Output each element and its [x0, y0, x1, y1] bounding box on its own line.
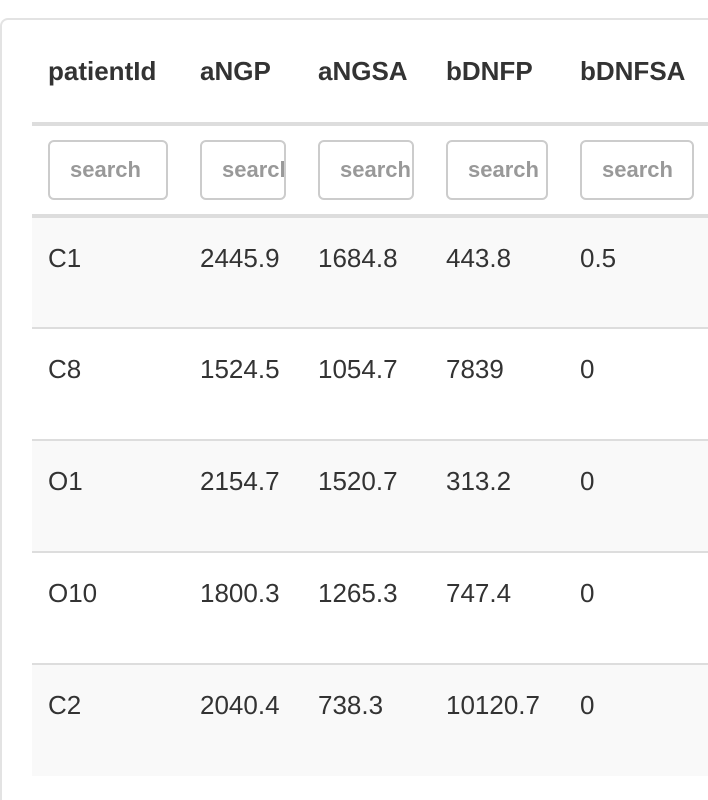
cell-patientid: C1	[32, 216, 184, 328]
filter-cell	[302, 124, 430, 218]
filter-cell	[564, 124, 708, 218]
cell-bdnfp: 7839	[430, 327, 564, 440]
cell-angsa: 1265.3	[302, 551, 430, 664]
table-row[interactable]: C2 2040.4 738.3 10120.7 0	[32, 663, 708, 776]
filter-input-angsa[interactable]	[318, 140, 414, 200]
cell-bdnfp: 10120.7	[430, 663, 564, 776]
cell-angp: 2154.7	[184, 439, 302, 552]
filter-cell	[184, 124, 302, 218]
column-header-bdnfsa[interactable]: bDNFSA	[564, 20, 708, 126]
table-panel: patientId aNGP aNGSA bDNFP bDNFSA	[0, 18, 708, 800]
filter-input-bdnfp[interactable]	[446, 140, 548, 200]
cell-patientid: O1	[32, 439, 184, 552]
column-header-bdnfp[interactable]: bDNFP	[430, 20, 564, 126]
cell-bdnfsa: 0.5	[564, 216, 708, 328]
cell-bdnfsa: 0	[564, 327, 708, 440]
data-table: patientId aNGP aNGSA bDNFP bDNFSA	[32, 20, 708, 776]
cell-angp: 2445.9	[184, 216, 302, 328]
cell-angp: 2040.4	[184, 663, 302, 776]
cell-angp: 1524.5	[184, 327, 302, 440]
cell-angsa: 738.3	[302, 663, 430, 776]
filter-input-patientid[interactable]	[48, 140, 168, 200]
filter-input-angp[interactable]	[200, 140, 286, 200]
table-header-row: patientId aNGP aNGSA bDNFP bDNFSA	[32, 20, 708, 126]
table-row[interactable]: O10 1800.3 1265.3 747.4 0	[32, 551, 708, 664]
cell-angsa: 1054.7	[302, 327, 430, 440]
column-header-angp[interactable]: aNGP	[184, 20, 302, 126]
table-row[interactable]: O1 2154.7 1520.7 313.2 0	[32, 439, 708, 552]
filter-input-bdnfsa[interactable]	[580, 140, 694, 200]
cell-angsa: 1684.8	[302, 216, 430, 328]
cell-bdnfsa: 0	[564, 551, 708, 664]
filter-row	[32, 124, 708, 218]
table-row[interactable]: C1 2445.9 1684.8 443.8 0.5	[32, 216, 708, 328]
column-header-patientid[interactable]: patientId	[32, 20, 184, 126]
cell-angsa: 1520.7	[302, 439, 430, 552]
cell-bdnfsa: 0	[564, 439, 708, 552]
cell-bdnfp: 747.4	[430, 551, 564, 664]
column-header-angsa[interactable]: aNGSA	[302, 20, 430, 126]
cell-patientid: C2	[32, 663, 184, 776]
cell-patientid: C8	[32, 327, 184, 440]
cell-bdnfp: 443.8	[430, 216, 564, 328]
filter-cell	[430, 124, 564, 218]
table-row[interactable]: C8 1524.5 1054.7 7839 0	[32, 327, 708, 440]
cell-patientid: O10	[32, 551, 184, 664]
filter-cell	[32, 124, 184, 218]
cell-bdnfsa: 0	[564, 663, 708, 776]
cell-angp: 1800.3	[184, 551, 302, 664]
cell-bdnfp: 313.2	[430, 439, 564, 552]
